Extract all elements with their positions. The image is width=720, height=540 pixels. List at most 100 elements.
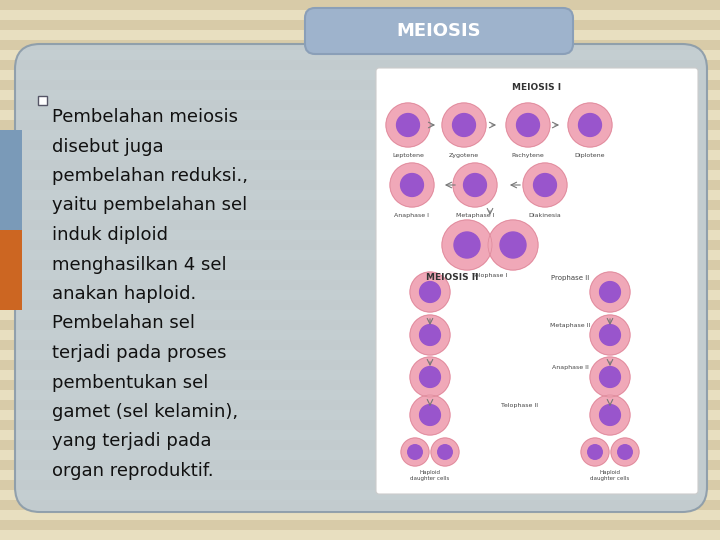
Bar [0, 60, 720, 70]
Circle shape [516, 113, 539, 137]
Circle shape [386, 103, 430, 147]
Bar [0, 190, 720, 200]
Text: MEIOSIS: MEIOSIS [397, 22, 481, 40]
Bar [0, 460, 720, 470]
Circle shape [438, 445, 452, 460]
Text: terjadi pada proses: terjadi pada proses [52, 344, 227, 362]
Bar [0, 370, 720, 380]
Circle shape [600, 325, 621, 346]
Text: Metaphase I: Metaphase I [456, 213, 494, 218]
Circle shape [431, 438, 459, 466]
Bar [0, 230, 22, 310]
Bar [0, 70, 720, 80]
Circle shape [410, 357, 450, 397]
Circle shape [453, 113, 475, 137]
Bar [0, 340, 720, 350]
Text: Anaphase II: Anaphase II [552, 364, 588, 369]
Text: Prophase II: Prophase II [551, 275, 589, 281]
Circle shape [390, 163, 434, 207]
Bar [0, 410, 720, 420]
Circle shape [590, 315, 630, 355]
Text: Haploid
daughter cells: Haploid daughter cells [410, 470, 449, 481]
Circle shape [500, 232, 526, 258]
Bar [0, 390, 720, 400]
Bar [0, 300, 720, 310]
Bar [0, 420, 720, 430]
Bar [0, 480, 720, 490]
Bar [0, 400, 720, 410]
Circle shape [410, 272, 450, 312]
Text: menghasilkan 4 sel: menghasilkan 4 sel [52, 255, 227, 273]
Circle shape [600, 281, 621, 302]
Circle shape [618, 445, 632, 460]
Bar [0, 520, 720, 530]
Circle shape [420, 325, 441, 346]
Bar [0, 430, 720, 440]
Bar [0, 510, 720, 520]
Bar [0, 130, 22, 230]
Circle shape [420, 404, 441, 426]
Bar [0, 140, 720, 150]
Bar [0, 320, 720, 330]
Bar [0, 330, 720, 340]
Bar [0, 90, 720, 100]
Circle shape [410, 315, 450, 355]
Text: Diplotene: Diplotene [575, 153, 606, 158]
Bar [0, 170, 720, 180]
Bar [38, 96, 47, 105]
Bar [0, 230, 720, 240]
Bar [0, 180, 720, 190]
Bar [0, 100, 720, 110]
Bar [0, 440, 720, 450]
Circle shape [611, 438, 639, 466]
FancyBboxPatch shape [305, 8, 573, 54]
Bar [0, 10, 720, 20]
Text: Leptotene: Leptotene [392, 153, 424, 158]
Circle shape [579, 113, 601, 137]
Text: organ reproduktif.: organ reproduktif. [52, 462, 214, 480]
Text: gamet (sel kelamin),: gamet (sel kelamin), [52, 403, 238, 421]
Bar [0, 130, 720, 140]
Circle shape [420, 281, 441, 302]
Bar [0, 240, 720, 250]
FancyBboxPatch shape [376, 68, 698, 494]
Circle shape [506, 103, 550, 147]
Circle shape [534, 173, 557, 197]
Circle shape [590, 395, 630, 435]
Text: Haploid
daughter cells: Haploid daughter cells [590, 470, 629, 481]
Bar [0, 200, 720, 210]
Circle shape [600, 367, 621, 387]
Bar [0, 120, 720, 130]
Text: Zygotene: Zygotene [449, 153, 479, 158]
Circle shape [523, 163, 567, 207]
Text: MEIOSIS II: MEIOSIS II [426, 273, 478, 282]
Circle shape [588, 445, 602, 460]
Bar [0, 530, 720, 540]
Bar [0, 0, 720, 10]
Text: Telophase I: Telophase I [472, 273, 508, 278]
Circle shape [442, 220, 492, 270]
Text: Diakinesia: Diakinesia [528, 213, 562, 218]
Bar [0, 40, 720, 50]
Circle shape [420, 367, 441, 387]
Text: yaitu pembelahan sel: yaitu pembelahan sel [52, 197, 247, 214]
Bar [0, 150, 720, 160]
Bar [0, 270, 720, 280]
Circle shape [410, 395, 450, 435]
Circle shape [408, 445, 422, 460]
Circle shape [453, 163, 497, 207]
Bar [0, 160, 720, 170]
Text: anakan haploid.: anakan haploid. [52, 285, 197, 303]
Circle shape [590, 357, 630, 397]
Circle shape [442, 103, 486, 147]
Circle shape [401, 438, 429, 466]
Bar [0, 350, 720, 360]
Text: disebut juga: disebut juga [52, 138, 163, 156]
Bar [0, 470, 720, 480]
Circle shape [397, 113, 420, 137]
Circle shape [581, 438, 609, 466]
Text: MEIOSIS I: MEIOSIS I [513, 84, 562, 92]
Bar [0, 280, 720, 290]
Circle shape [454, 232, 480, 258]
Bar [0, 310, 720, 320]
